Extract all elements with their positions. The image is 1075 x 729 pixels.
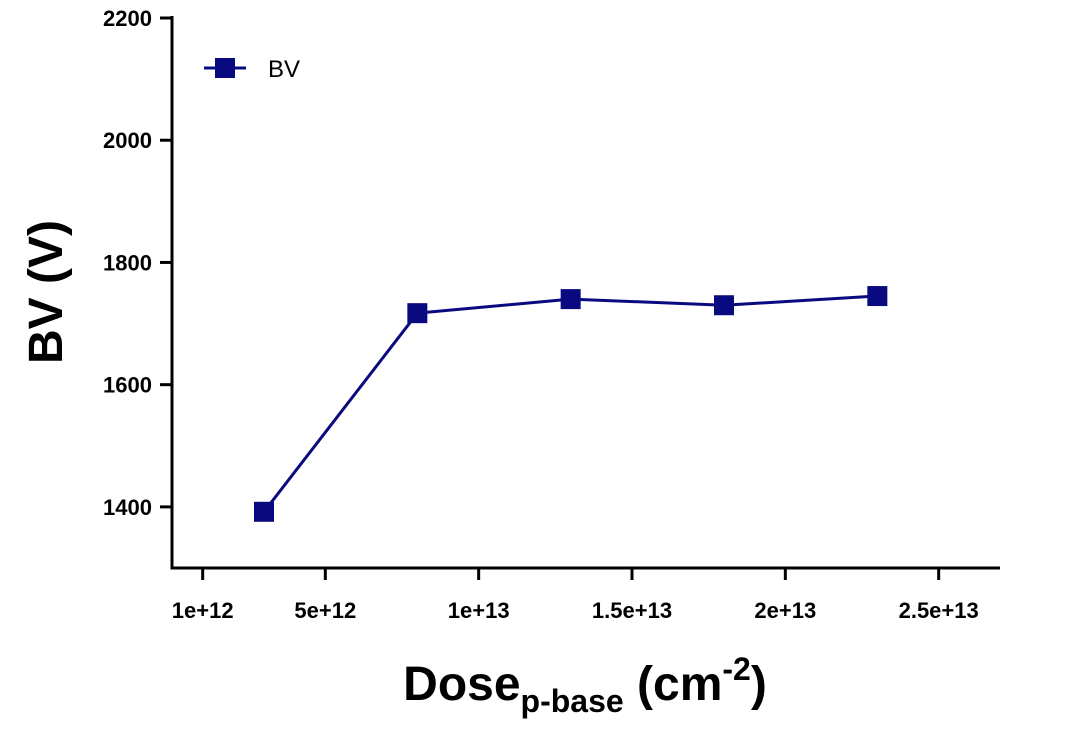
x-ticks: 1e+12 5e+12 1e+13 1.5e+13 2e+13 2.5e+13 <box>172 568 979 623</box>
y-tick-label: 1400 <box>103 495 152 520</box>
y-tick-label: 1600 <box>103 373 152 398</box>
x-tick-label: 2.5e+13 <box>899 598 979 623</box>
x-axis-title: Dosep-base (cm-2) <box>403 651 767 719</box>
x-axis-title-subscript: p-base <box>521 683 624 719</box>
x-axis-title-superscript: -2 <box>722 651 750 687</box>
legend: BV <box>204 56 300 83</box>
x-tick-label: 1e+12 <box>172 598 234 623</box>
y-tick-label: 2000 <box>103 128 152 153</box>
y-tick-label: 1800 <box>103 250 152 275</box>
x-tick-label: 5e+12 <box>294 598 356 623</box>
legend-marker-square <box>215 58 235 78</box>
series-line-bv <box>262 294 878 513</box>
series-group <box>254 286 888 522</box>
x-tick-label: 1e+13 <box>448 598 510 623</box>
data-point-bv <box>867 286 888 307</box>
y-ticks: 1400 1600 1800 2000 2200 <box>103 6 172 520</box>
x-tick-label: 1.5e+13 <box>592 598 672 623</box>
y-tick-label: 2200 <box>103 6 152 31</box>
x-axis-title-unit-open: (cm <box>624 658 723 711</box>
x-axis-title-unit-close: ) <box>751 658 767 711</box>
data-point-bv <box>560 289 581 310</box>
x-axis-title-main: Dose <box>403 658 520 711</box>
data-point-bv <box>407 303 428 324</box>
y-axis-title: BV (V) <box>20 220 73 364</box>
x-tick-label: 2e+13 <box>754 598 816 623</box>
legend-label: BV <box>268 56 300 83</box>
data-point-bv <box>254 501 274 522</box>
data-point-bv <box>714 295 734 316</box>
axes <box>170 16 1000 570</box>
